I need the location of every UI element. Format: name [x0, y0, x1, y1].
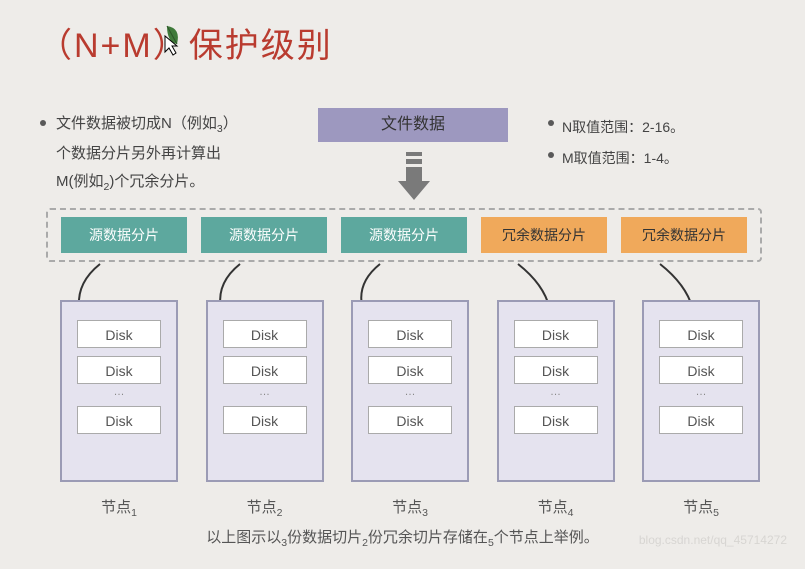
node-label: 节点5 — [642, 496, 760, 519]
bullet-icon — [548, 120, 554, 126]
disk: Disk — [77, 356, 161, 384]
disk: Disk — [659, 320, 743, 348]
text: M取值范围： — [562, 150, 644, 166]
redundant-shard: 冗余数据分片 — [481, 217, 607, 253]
disk: Disk — [514, 320, 598, 348]
bullet-icon — [548, 152, 554, 158]
source-shard: 源数据分片 — [341, 217, 467, 253]
node-box: Disk Disk … Disk — [351, 300, 469, 482]
disk: Disk — [223, 320, 307, 348]
text: 个节点上举例。 — [494, 529, 599, 546]
text: 1 — [131, 507, 137, 519]
title-nm: N+M — [74, 27, 153, 65]
disk: Disk — [223, 356, 307, 384]
text: 份冗余切片存储在 — [368, 529, 488, 546]
shard-container: 源数据分片 源数据分片 源数据分片 冗余数据分片 冗余数据分片 — [46, 208, 762, 262]
ellipsis-icon: … — [550, 388, 561, 402]
file-data-box: 文件数据 — [318, 108, 508, 142]
cursor-icon — [163, 22, 193, 56]
disk: Disk — [514, 406, 598, 434]
text: N取值范围： — [562, 119, 642, 135]
ellipsis-icon: … — [696, 388, 707, 402]
down-arrow-icon — [394, 150, 434, 204]
node: Disk Disk … Disk 节点4 — [497, 300, 615, 519]
text: M(例如 — [56, 173, 104, 190]
disk: Disk — [659, 356, 743, 384]
text: 4 — [568, 507, 574, 519]
text: 3 — [422, 507, 428, 519]
disk: Disk — [77, 320, 161, 348]
right-description: N取值范围：2-16。 M取值范围：1-4。 — [562, 112, 782, 174]
node-label: 节点1 — [60, 496, 178, 519]
disk: Disk — [368, 406, 452, 434]
node: Disk Disk … Disk 节点3 — [351, 300, 469, 519]
node-box: Disk Disk … Disk — [206, 300, 324, 482]
text: 节点 — [101, 499, 131, 516]
ellipsis-icon: … — [114, 388, 125, 402]
nodes-row: Disk Disk … Disk 节点1 Disk Disk … Disk 节点… — [60, 300, 760, 519]
source-shard: 源数据分片 — [61, 217, 187, 253]
disk: Disk — [659, 406, 743, 434]
text: 份数据切片 — [287, 529, 362, 546]
text: 2-16。 — [642, 119, 684, 135]
text: 5 — [713, 507, 719, 519]
node-label: 节点3 — [351, 496, 469, 519]
node-label: 节点4 — [497, 496, 615, 519]
text: 个数据分片另外再计算出 — [56, 145, 221, 162]
bullet-icon — [40, 120, 46, 126]
text: )个冗余分片。 — [109, 173, 204, 190]
disk: Disk — [368, 356, 452, 384]
node-label: 节点2 — [206, 496, 324, 519]
node: Disk Disk … Disk 节点1 — [60, 300, 178, 519]
ellipsis-icon: … — [259, 388, 270, 402]
source-shard: 源数据分片 — [201, 217, 327, 253]
disk: Disk — [368, 320, 452, 348]
file-data-label: 文件数据 — [381, 116, 445, 133]
node: Disk Disk … Disk 节点5 — [642, 300, 760, 519]
node-box: Disk Disk … Disk — [60, 300, 178, 482]
left-description: 文件数据被切成N（例如3） 个数据分片另外再计算出 M(例如2)个冗余分片。 — [56, 110, 286, 198]
disk: Disk — [514, 356, 598, 384]
node-box: Disk Disk … Disk — [497, 300, 615, 482]
text: ） — [223, 115, 238, 132]
title-open: （ — [38, 27, 74, 65]
ellipsis-icon: … — [405, 388, 416, 402]
text: 以上图示以 — [206, 529, 281, 546]
text: 节点 — [247, 499, 277, 516]
text: 1-4。 — [644, 150, 678, 166]
text: 文件数据被切成N（例如 — [56, 115, 217, 132]
disk: Disk — [223, 406, 307, 434]
text: 节点 — [538, 499, 568, 516]
watermark: blog.csdn.net/qq_45714272 — [639, 533, 787, 547]
node-box: Disk Disk … Disk — [642, 300, 760, 482]
text: 2 — [277, 507, 283, 519]
text: 节点 — [683, 499, 713, 516]
text: 节点 — [392, 499, 422, 516]
title-rest: 保护级别 — [189, 27, 333, 65]
disk: Disk — [77, 406, 161, 434]
redundant-shard: 冗余数据分片 — [621, 217, 747, 253]
node: Disk Disk … Disk 节点2 — [206, 300, 324, 519]
